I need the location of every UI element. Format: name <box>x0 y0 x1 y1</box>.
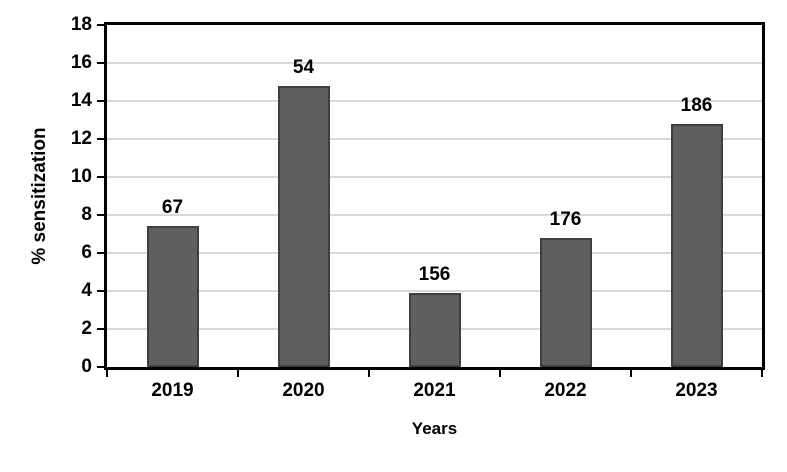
y-tick <box>97 214 104 216</box>
x-tick-label-2020: 2020 <box>282 380 325 401</box>
bar-2022 <box>539 237 592 367</box>
gridline <box>107 252 762 254</box>
y-tick-label: 6 <box>81 242 92 263</box>
y-tick <box>97 290 104 292</box>
y-tick <box>97 24 104 26</box>
x-tick <box>630 370 632 377</box>
x-tick-label-2023: 2023 <box>675 380 718 401</box>
bar-value-label: 156 <box>418 263 451 285</box>
bar-2020 <box>277 85 330 367</box>
y-tick-label: 18 <box>70 14 92 35</box>
bar-2021 <box>408 292 461 367</box>
x-tick <box>237 370 239 377</box>
x-tick <box>761 370 763 377</box>
y-tick <box>97 138 104 140</box>
bar-2019 <box>146 226 199 367</box>
y-tick-label: 12 <box>70 128 92 149</box>
bar-value-label: 67 <box>161 197 184 219</box>
y-tick <box>97 176 104 178</box>
gridline <box>107 214 762 216</box>
y-tick <box>97 62 104 64</box>
gridline <box>107 290 762 292</box>
bar-value-label: 186 <box>680 94 713 116</box>
bar-value-label: 176 <box>549 208 582 230</box>
x-tick-label-2022: 2022 <box>544 380 587 401</box>
gridline <box>107 100 762 102</box>
plot-area: 67 54 156 176 186 <box>104 22 765 370</box>
y-tick <box>97 366 104 368</box>
x-tick <box>368 370 370 377</box>
x-tick <box>106 370 108 377</box>
bar-2023 <box>670 123 723 367</box>
y-tick <box>97 252 104 254</box>
y-tick-label: 10 <box>70 166 92 187</box>
y-tick-label: 0 <box>81 356 92 377</box>
y-tick-label: 2 <box>81 318 92 339</box>
y-tick <box>97 100 104 102</box>
x-axis-title: Years <box>411 419 458 438</box>
y-tick-label: 16 <box>70 52 92 73</box>
x-tick <box>499 370 501 377</box>
gridline <box>107 62 762 64</box>
x-tick-label-2019: 2019 <box>151 380 194 401</box>
gridline <box>107 176 762 178</box>
y-tick <box>97 328 104 330</box>
y-tick-label: 8 <box>81 204 92 225</box>
x-tick-label-2021: 2021 <box>413 380 456 401</box>
bar-value-label: 54 <box>292 56 315 78</box>
y-tick-label: 14 <box>70 90 92 111</box>
gridline <box>107 138 762 140</box>
y-tick-label: 4 <box>81 280 92 301</box>
